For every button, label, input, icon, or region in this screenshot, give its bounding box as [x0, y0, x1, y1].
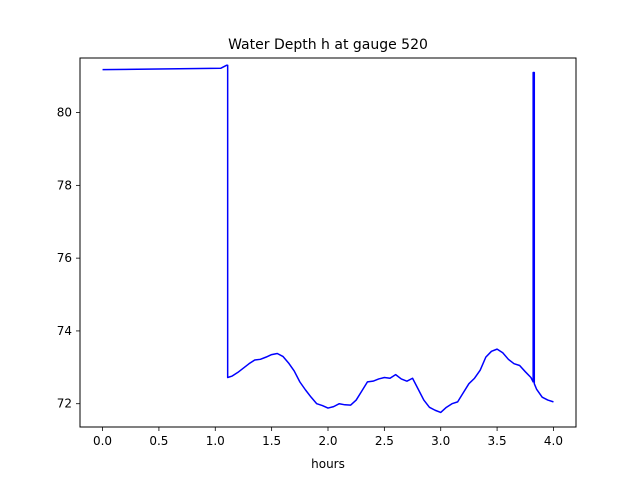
x-tick-label: 4.0: [544, 434, 563, 448]
x-tick-label: 3.5: [488, 434, 507, 448]
y-tick-label: 80: [57, 106, 72, 120]
x-tick-label: 2.0: [318, 434, 337, 448]
x-tick-label: 3.0: [431, 434, 450, 448]
y-axis: 72 74 76 78 80: [57, 106, 80, 411]
y-tick-label: 72: [57, 397, 72, 411]
series-line-0: [102, 64, 554, 414]
y-tick-label: 74: [57, 324, 72, 338]
x-axis: 0.0 0.5 1.0 1.5 2.0 2.5 3.0 3.5 4.0: [93, 427, 563, 448]
x-tick-label: 1.5: [262, 434, 281, 448]
x-tick-label: 2.5: [375, 434, 394, 448]
x-axis-label: hours: [311, 457, 345, 471]
chart-title: Water Depth h at gauge 520: [228, 37, 428, 53]
x-tick-label: 0.0: [93, 434, 112, 448]
x-tick-label: 0.5: [149, 434, 168, 448]
x-tick-label: 1.0: [206, 434, 225, 448]
plot-area: [102, 64, 554, 414]
y-tick-label: 76: [57, 251, 72, 265]
y-tick-label: 78: [57, 178, 72, 192]
